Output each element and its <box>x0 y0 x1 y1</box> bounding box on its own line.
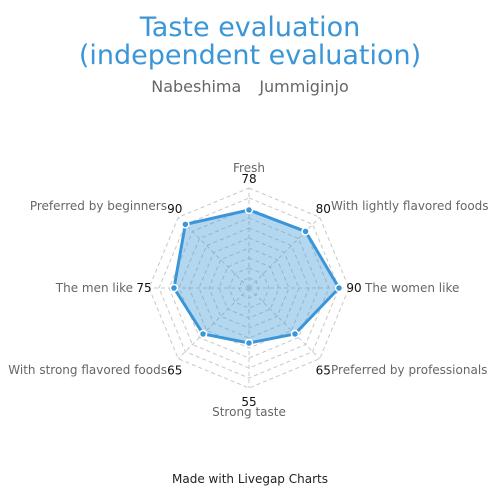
category-label: With strong flavored foods <box>8 363 167 377</box>
data-point[interactable] <box>181 220 190 229</box>
grid-ring <box>198 237 300 339</box>
data-point[interactable] <box>290 329 300 339</box>
grid-ring <box>178 217 320 359</box>
axis-spoke <box>177 216 250 289</box>
category-label: Fresh <box>233 161 265 175</box>
value-label: 65 <box>316 363 331 377</box>
subtitle-brand: Nabeshima <box>151 77 242 96</box>
chart-title-line-1: Taste evaluation <box>139 12 361 43</box>
value-label: 55 <box>241 395 256 409</box>
data-point[interactable] <box>244 338 254 348</box>
data-point[interactable] <box>301 227 310 236</box>
category-label: Strong taste <box>212 405 286 419</box>
grid-ring <box>208 247 290 329</box>
data-point[interactable] <box>334 283 344 293</box>
data-point[interactable] <box>244 205 254 215</box>
grid-ring <box>158 197 340 379</box>
chart-subtitle: Nabeshima Jummiginjo <box>0 77 500 96</box>
category-label: Preferred by professionals <box>331 363 487 377</box>
chart-title-line-2: (independent evaluation) <box>78 40 422 71</box>
radar-axes <box>149 188 349 388</box>
value-label: 78 <box>241 172 256 186</box>
series-area <box>172 208 341 345</box>
value-label: 90 <box>167 202 182 216</box>
axis-spoke <box>177 287 250 360</box>
data-point[interactable] <box>169 283 179 293</box>
value-label: 65 <box>167 363 182 377</box>
value-label: 75 <box>136 281 151 295</box>
data-point[interactable] <box>198 329 208 339</box>
value-label: 80 <box>316 202 331 216</box>
category-label: Preferred by beginners <box>30 199 167 213</box>
category-label: With lightly flavored foods <box>331 199 489 213</box>
radar-series <box>169 205 344 348</box>
footer-credit: Made with Livegap Charts <box>172 472 328 486</box>
subtitle-variety: Jummiginjo <box>259 77 349 96</box>
category-label: The men like <box>55 281 133 295</box>
axis-spoke <box>248 216 321 289</box>
grid-ring <box>168 207 330 369</box>
category-label: The women like <box>364 281 459 295</box>
axis-spoke <box>248 287 321 360</box>
value-label: 90 <box>346 281 361 295</box>
